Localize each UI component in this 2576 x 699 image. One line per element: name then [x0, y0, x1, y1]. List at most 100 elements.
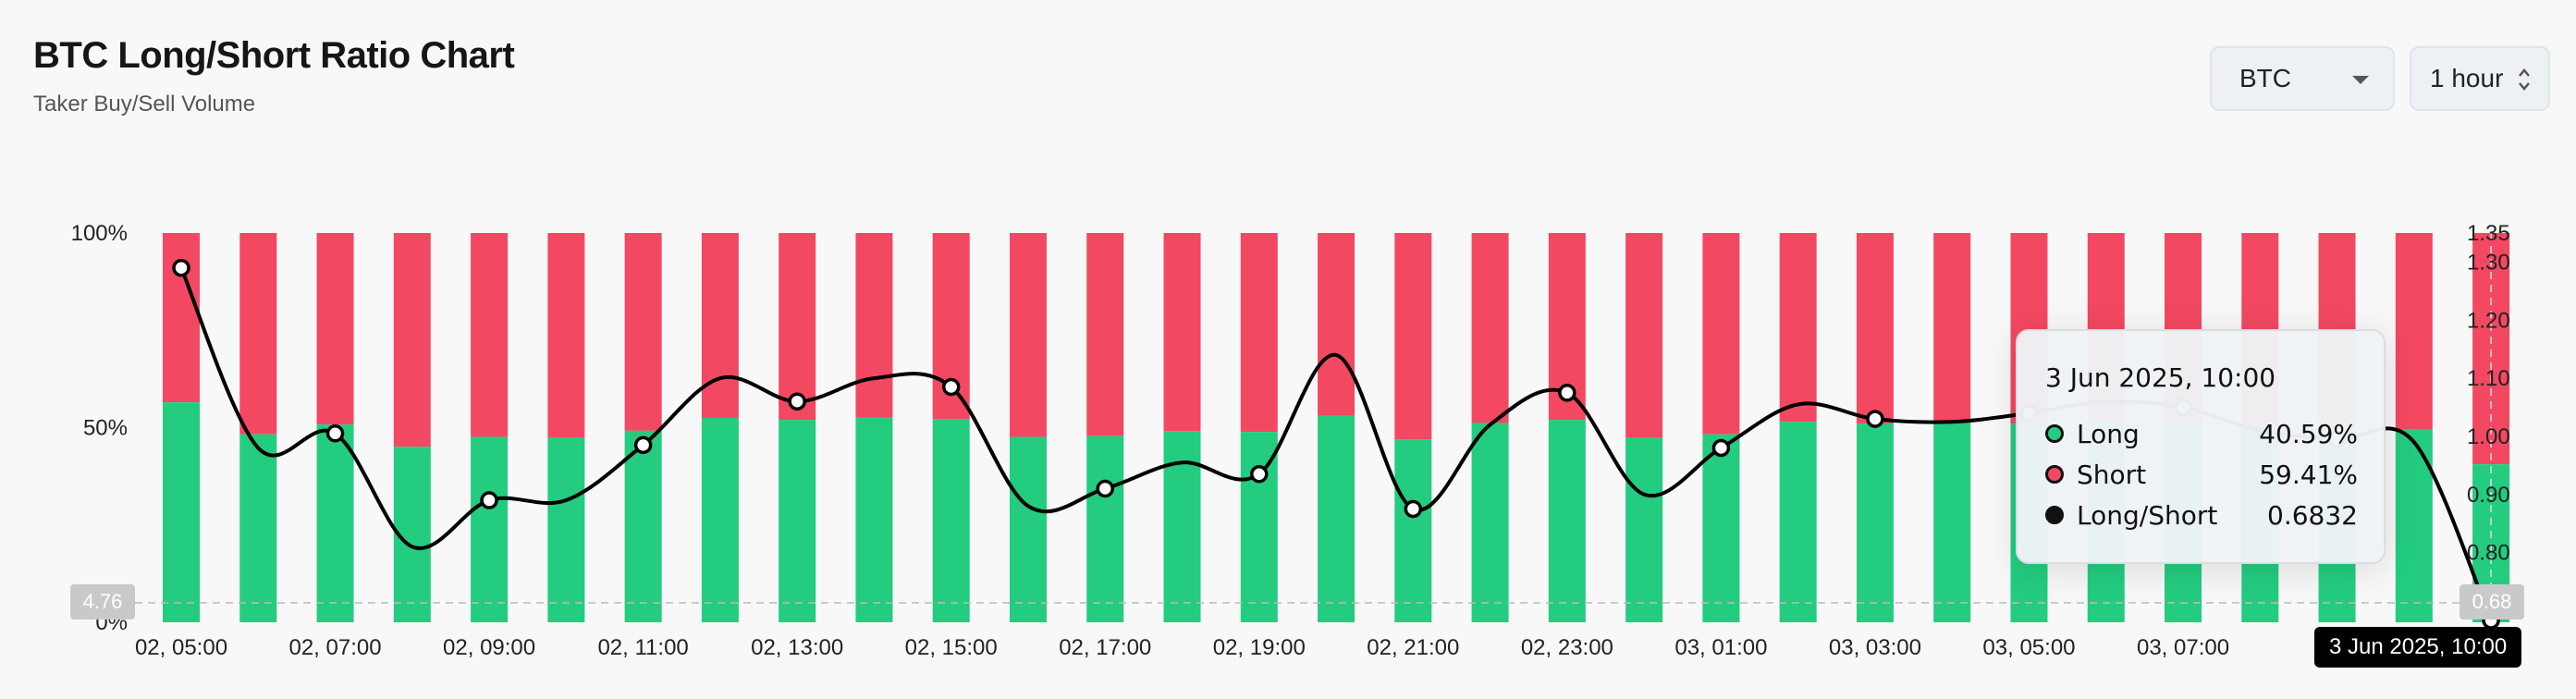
right-axis-tick: 1.35 [2467, 221, 2510, 246]
short-bar [1086, 233, 1124, 436]
caret-down-icon [2352, 76, 2369, 84]
x-axis-tick: 03, 01:00 [1674, 635, 1767, 660]
long-bar [1240, 432, 1278, 622]
symbol-select-value: BTC [2239, 64, 2291, 92]
short-bar [471, 233, 509, 437]
long-bar [1086, 435, 1124, 622]
symbol-select[interactable]: BTC [2210, 46, 2395, 111]
x-axis-tick: 02, 07:00 [288, 635, 381, 660]
x-axis-tick: 03, 05:00 [1982, 635, 2075, 660]
ratio-point [480, 491, 498, 509]
right-axis-tick: 1.10 [2467, 366, 2510, 391]
chart-header: BTC Long/Short Ratio Chart Taker Buy/Sel… [33, 35, 515, 117]
ratio-point [1096, 479, 1114, 498]
long-bar [163, 402, 200, 622]
long-bar [1163, 431, 1201, 622]
tooltip-row-short: Short 59.41% [2045, 454, 2358, 495]
x-axis-tick: 02, 09:00 [443, 635, 535, 660]
left-axis-tick: 100% [71, 221, 128, 246]
tooltip-title: 3 Jun 2025, 10:00 [2045, 362, 2276, 393]
ratio-point [1558, 384, 1576, 402]
x-axis-tick: 02, 17:00 [1059, 635, 1151, 660]
short-bar [547, 233, 585, 438]
left-axis-tick: 50% [83, 416, 128, 441]
long-bar [316, 424, 354, 622]
short-bar [163, 233, 200, 403]
long-bar [779, 420, 816, 622]
long-bar [2395, 429, 2433, 622]
x-axis-tick: 02, 19:00 [1213, 635, 1306, 660]
page-title: BTC Long/Short Ratio Chart [33, 35, 515, 76]
tooltip-row-long: Long 40.59% [2045, 413, 2358, 454]
ratio-point [788, 392, 806, 411]
short-bar [701, 233, 739, 418]
ratio-point [325, 424, 345, 443]
ratio-point [1250, 465, 1269, 484]
right-axis-tick: 0.80 [2467, 541, 2510, 566]
long-bar [701, 417, 739, 622]
short-bar [393, 233, 431, 448]
long-bar [932, 419, 970, 622]
x-axis-tick: 02, 15:00 [905, 635, 998, 660]
short-bar [1779, 233, 1817, 423]
long-bar [1779, 422, 1817, 622]
long-dot-icon [2045, 424, 2064, 443]
long-bar [1548, 420, 1586, 622]
long-bar [547, 437, 585, 622]
chart-tooltip: 3 Jun 2025, 10:00 Long 40.59% Short 59.4… [2016, 329, 2386, 564]
short-bar [1240, 233, 1278, 433]
short-bar [1009, 233, 1047, 437]
short-bar [1625, 233, 1663, 438]
short-dot-icon [2045, 465, 2064, 484]
right-axis-tick: 0.90 [2467, 483, 2510, 508]
x-axis-tick: 02, 11:00 [597, 635, 688, 660]
tooltip-row-ratio: Long/Short 0.6832 [2045, 495, 2358, 535]
ratio-point [633, 435, 653, 455]
long-bar [1394, 439, 1432, 622]
x-axis-tick: 02, 23:00 [1521, 635, 1613, 660]
short-bar [239, 233, 277, 435]
crosshair-time-label: 3 Jun 2025, 10:00 [2314, 627, 2522, 668]
ratio-point [1711, 438, 1731, 458]
short-bar [2472, 233, 2510, 465]
page-subtitle: Taker Buy/Sell Volume [33, 92, 256, 116]
long-bar [1933, 422, 1971, 622]
interval-select[interactable]: 1 hour [2410, 46, 2550, 111]
right-axis-tick: 1.00 [2467, 424, 2510, 449]
x-axis-tick: 02, 21:00 [1367, 635, 1459, 660]
crosshair-right-value: 0.68 [2459, 584, 2524, 619]
up-down-chevron-icon [2519, 68, 2530, 91]
long-bar [471, 436, 509, 622]
short-bar [1933, 233, 1971, 423]
interval-select-value: 1 hour [2430, 64, 2504, 92]
long-bar [1625, 437, 1663, 622]
ratio-point [172, 258, 190, 277]
long-bar [1471, 423, 1509, 622]
ratio-point [1866, 410, 1884, 428]
short-bar [1394, 233, 1432, 440]
short-bar [624, 233, 662, 431]
short-bar [316, 233, 354, 425]
long-bar [1009, 436, 1047, 622]
crosshair-left-value: 4.76 [70, 584, 135, 619]
ratio-point [941, 377, 961, 397]
ratio-dot-icon [2045, 506, 2064, 524]
right-axis-tick: 1.20 [2467, 308, 2510, 333]
short-bar [1702, 233, 1740, 435]
ratio-point [1404, 499, 1423, 519]
short-bar [2395, 233, 2433, 430]
x-axis-tick: 03, 07:00 [2137, 635, 2229, 660]
long-bar [855, 417, 893, 622]
short-bar [1163, 233, 1201, 432]
short-bar [779, 233, 816, 421]
short-bar [1318, 233, 1355, 416]
long-bar [1318, 415, 1355, 622]
x-axis-tick: 02, 13:00 [751, 635, 843, 660]
short-bar [1856, 233, 1894, 424]
right-axis-tick: 1.30 [2467, 250, 2510, 275]
long-bar [239, 434, 277, 622]
short-bar [855, 233, 893, 418]
long-bar [1856, 423, 1894, 622]
long-bar [1702, 434, 1740, 622]
